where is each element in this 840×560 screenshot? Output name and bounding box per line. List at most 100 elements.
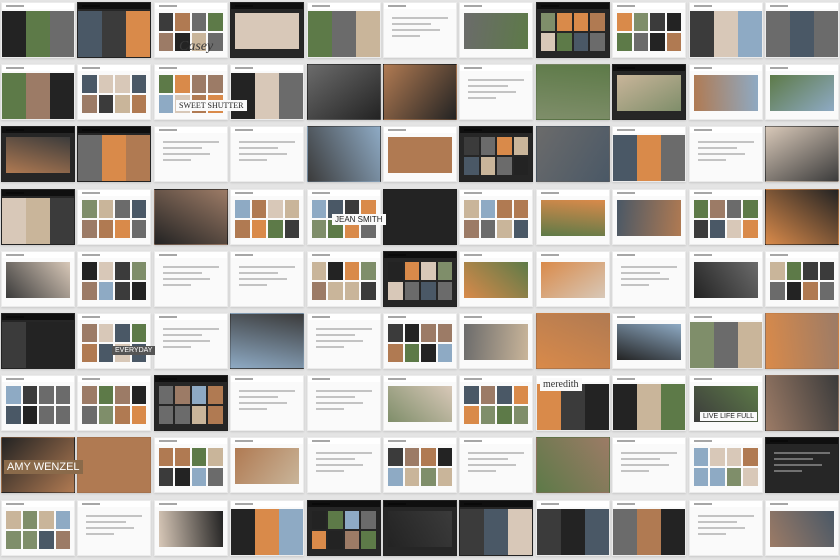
site-header-bar [384,314,456,320]
site-header-bar [689,65,762,72]
website-thumbnail [1,375,75,432]
website-thumbnail [612,126,687,183]
site-header-bar [613,251,686,258]
website-thumbnail [383,437,457,494]
website-thumbnail [765,188,839,245]
photo-grid [464,137,529,176]
grid-photo [175,386,190,405]
grid-photo [131,261,147,280]
website-thumbnail [765,126,839,183]
website-thumbnail [306,188,381,245]
photo-grid [82,199,147,238]
site-header-bar [766,65,838,72]
website-thumbnail [612,313,687,369]
site-header-bar [766,3,838,9]
website-thumbnail [306,64,381,121]
site-header-bar [460,314,533,320]
grid-photo [404,468,419,487]
split-photo [255,73,280,120]
grid-photo [617,33,632,51]
site-header-bar [307,3,380,9]
website-thumbnail [688,64,763,121]
grid-photo [328,510,343,529]
photo-grid [388,448,452,487]
split-photo [536,508,561,555]
website-thumbnail [306,375,381,432]
grid-photo [743,448,758,467]
grid-photo [284,219,300,238]
website-thumbnail [459,64,534,121]
hero-photo [693,386,758,423]
site-header-bar [689,189,762,196]
website-thumbnail [765,375,839,432]
website-thumbnail [535,437,610,494]
website-thumbnail [459,188,534,245]
grid-photo [590,33,605,51]
grid-photo [82,386,97,405]
split-photo [50,73,74,120]
text-lines [315,390,372,414]
hero-photo [617,75,682,112]
text-lines [162,265,219,290]
site-header-bar [766,438,838,445]
grid-photo [311,510,327,529]
split-photos [2,73,74,120]
site-header-bar [689,3,762,9]
site-header-bar [460,251,533,258]
grid-photo [98,281,114,300]
grid-photo [115,75,130,94]
grid-photo [175,13,190,31]
grid-photo [464,199,479,218]
grid-photo [115,95,130,114]
split-photos [2,11,74,57]
split-photo [126,11,151,57]
hero-photo [540,261,605,298]
site-header-bar [460,189,533,196]
grid-photo [208,75,223,94]
grid-photo [497,157,512,176]
grid-photo [361,199,376,218]
grid-photo [158,75,174,94]
grid-photo [55,510,70,529]
split-photo [78,135,103,182]
grid-photo [251,219,267,238]
split-photo [613,384,638,431]
website-thumbnail [535,2,610,58]
split-photo [102,135,127,182]
grid-photo [82,281,97,300]
hero-photo [464,261,529,298]
split-photos [613,508,686,555]
site-header-bar [384,438,456,445]
website-thumbnail [230,250,305,307]
website-thumbnail [230,188,305,245]
grid-photo [208,33,223,51]
site-header-bar [231,65,304,72]
site-header-bar [689,376,762,383]
split-photo [126,135,151,182]
grid-photo [480,199,496,218]
site-header-bar [78,127,151,134]
grid-photo [710,468,725,487]
website-thumbnail [153,188,228,245]
grid-photo [311,530,327,549]
site-header-bar [231,376,304,383]
website-thumbnail [612,437,687,494]
site-header-bar [613,65,686,72]
website-thumbnail [77,375,152,432]
split-photo [78,11,103,57]
site-header-bar [2,500,74,507]
text-lines [621,265,678,290]
site-header-bar [536,376,609,383]
text-lines [315,452,372,476]
grid-photo [191,386,207,405]
website-thumbnail [77,250,152,307]
split-photo [613,508,638,555]
grid-photo [208,406,223,425]
website-thumbnail [688,250,763,307]
website-thumbnail [306,499,381,556]
site-header-bar [536,500,609,507]
website-thumbnail [383,375,457,432]
text-lines [239,390,296,414]
split-photos [78,11,151,57]
